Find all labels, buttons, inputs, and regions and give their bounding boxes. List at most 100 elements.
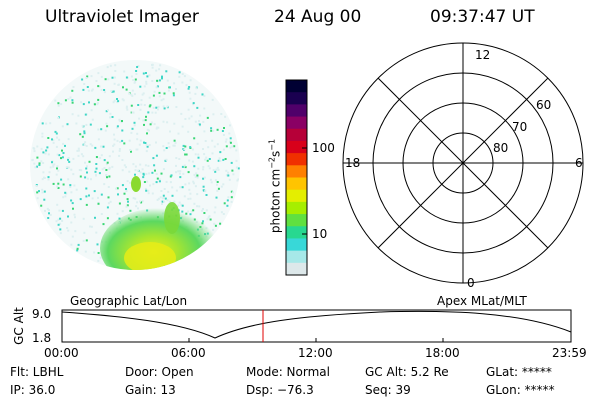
image-pixel: [76, 247, 79, 250]
image-pixel: [80, 153, 83, 156]
image-pixel: [198, 205, 201, 208]
status-filter: Flt: LBHL: [10, 365, 64, 379]
image-pixel: [195, 172, 198, 175]
image-pixel: [155, 106, 158, 109]
image-pixel: [202, 189, 205, 192]
image-pixel: [85, 145, 88, 147]
image-pixel: [64, 191, 67, 194]
image-pixel: [79, 175, 82, 178]
image-pixel: [214, 224, 217, 227]
image-pixel: [47, 153, 50, 156]
image-pixel: [211, 152, 214, 155]
image-pixel: [137, 65, 140, 67]
image-pixel: [180, 112, 183, 115]
image-pixel: [105, 122, 108, 125]
image-pixel: [108, 175, 111, 178]
image-pixel: [230, 200, 233, 203]
image-pixel: [96, 243, 99, 246]
image-pixel: [113, 138, 116, 141]
image-pixel: [74, 216, 76, 219]
image-pixel: [113, 99, 116, 102]
image-pixel: [56, 165, 59, 168]
image-pixel: [97, 196, 99, 199]
image-pixel: [225, 174, 228, 177]
image-pixel: [81, 135, 84, 138]
image-pixel: [67, 215, 69, 218]
image-pixel: [188, 182, 191, 185]
image-pixel: [91, 197, 94, 200]
image-pixel: [231, 169, 234, 172]
image-pixel: [192, 180, 195, 183]
image-pixel: [210, 129, 213, 132]
image-pixel: [121, 184, 124, 187]
image-pixel: [71, 99, 74, 102]
image-pixel: [145, 144, 148, 146]
image-pixel: [71, 202, 74, 205]
image-pixel: [202, 208, 204, 210]
image-pixel: [132, 163, 135, 166]
image-pixel: [93, 251, 96, 254]
image-pixel: [49, 166, 52, 169]
image-pixel: [219, 222, 222, 225]
image-pixel: [116, 139, 119, 142]
image-pixel: [155, 154, 158, 157]
image-pixel: [166, 121, 169, 124]
image-pixel: [58, 209, 61, 212]
image-pixel: [197, 167, 200, 170]
image-pixel: [147, 111, 150, 114]
image-pixel: [166, 105, 169, 108]
image-pixel: [197, 153, 200, 156]
image-pixel: [88, 194, 90, 197]
image-pixel: [136, 201, 139, 204]
colorbar-segment: [286, 92, 307, 105]
image-pixel: [199, 114, 202, 117]
image-pixel: [84, 141, 87, 144]
image-pixel: [204, 190, 207, 193]
image-pixel: [216, 189, 219, 192]
image-pixel: [230, 190, 233, 193]
image-pixel: [135, 73, 138, 75]
image-pixel: [114, 64, 117, 67]
image-pixel: [197, 156, 200, 159]
image-pixel: [122, 86, 124, 89]
image-pixel: [83, 144, 86, 146]
image-pixel: [134, 173, 136, 176]
mlt-label-0: 0: [467, 276, 475, 290]
image-pixel: [229, 124, 231, 127]
image-pixel: [70, 221, 73, 224]
image-pixel: [104, 129, 107, 132]
image-pixel: [89, 143, 92, 146]
geographic-label: Geographic Lat/Lon: [70, 294, 188, 308]
image-pixel: [128, 170, 131, 173]
image-pixel: [181, 125, 184, 128]
image-pixel: [52, 141, 55, 144]
image-pixel: [181, 165, 184, 168]
image-pixel: [235, 149, 238, 152]
image-pixel: [212, 113, 215, 116]
image-pixel: [121, 139, 124, 142]
image-pixel: [169, 175, 172, 178]
image-pixel: [85, 167, 88, 170]
image-pixel: [119, 141, 122, 143]
image-pixel: [87, 89, 90, 92]
image-pixel: [207, 216, 210, 219]
image-pixel: [151, 80, 154, 82]
image-pixel: [142, 176, 145, 179]
image-pixel: [187, 87, 190, 90]
image-pixel: [103, 159, 106, 162]
image-pixel: [109, 116, 111, 119]
image-pixel: [125, 88, 128, 91]
image-pixel: [107, 196, 110, 199]
image-pixel: [173, 139, 176, 142]
image-pixel: [129, 181, 132, 184]
image-pixel: [126, 180, 129, 183]
image-pixel: [147, 189, 150, 192]
image-pixel: [154, 111, 157, 114]
colorbar-segment: [286, 128, 307, 142]
image-pixel: [62, 183, 65, 186]
image-pixel: [222, 213, 225, 215]
image-pixel: [36, 165, 38, 168]
image-pixel: [184, 166, 187, 169]
image-pixel: [31, 159, 34, 162]
image-pixel: [64, 144, 66, 147]
